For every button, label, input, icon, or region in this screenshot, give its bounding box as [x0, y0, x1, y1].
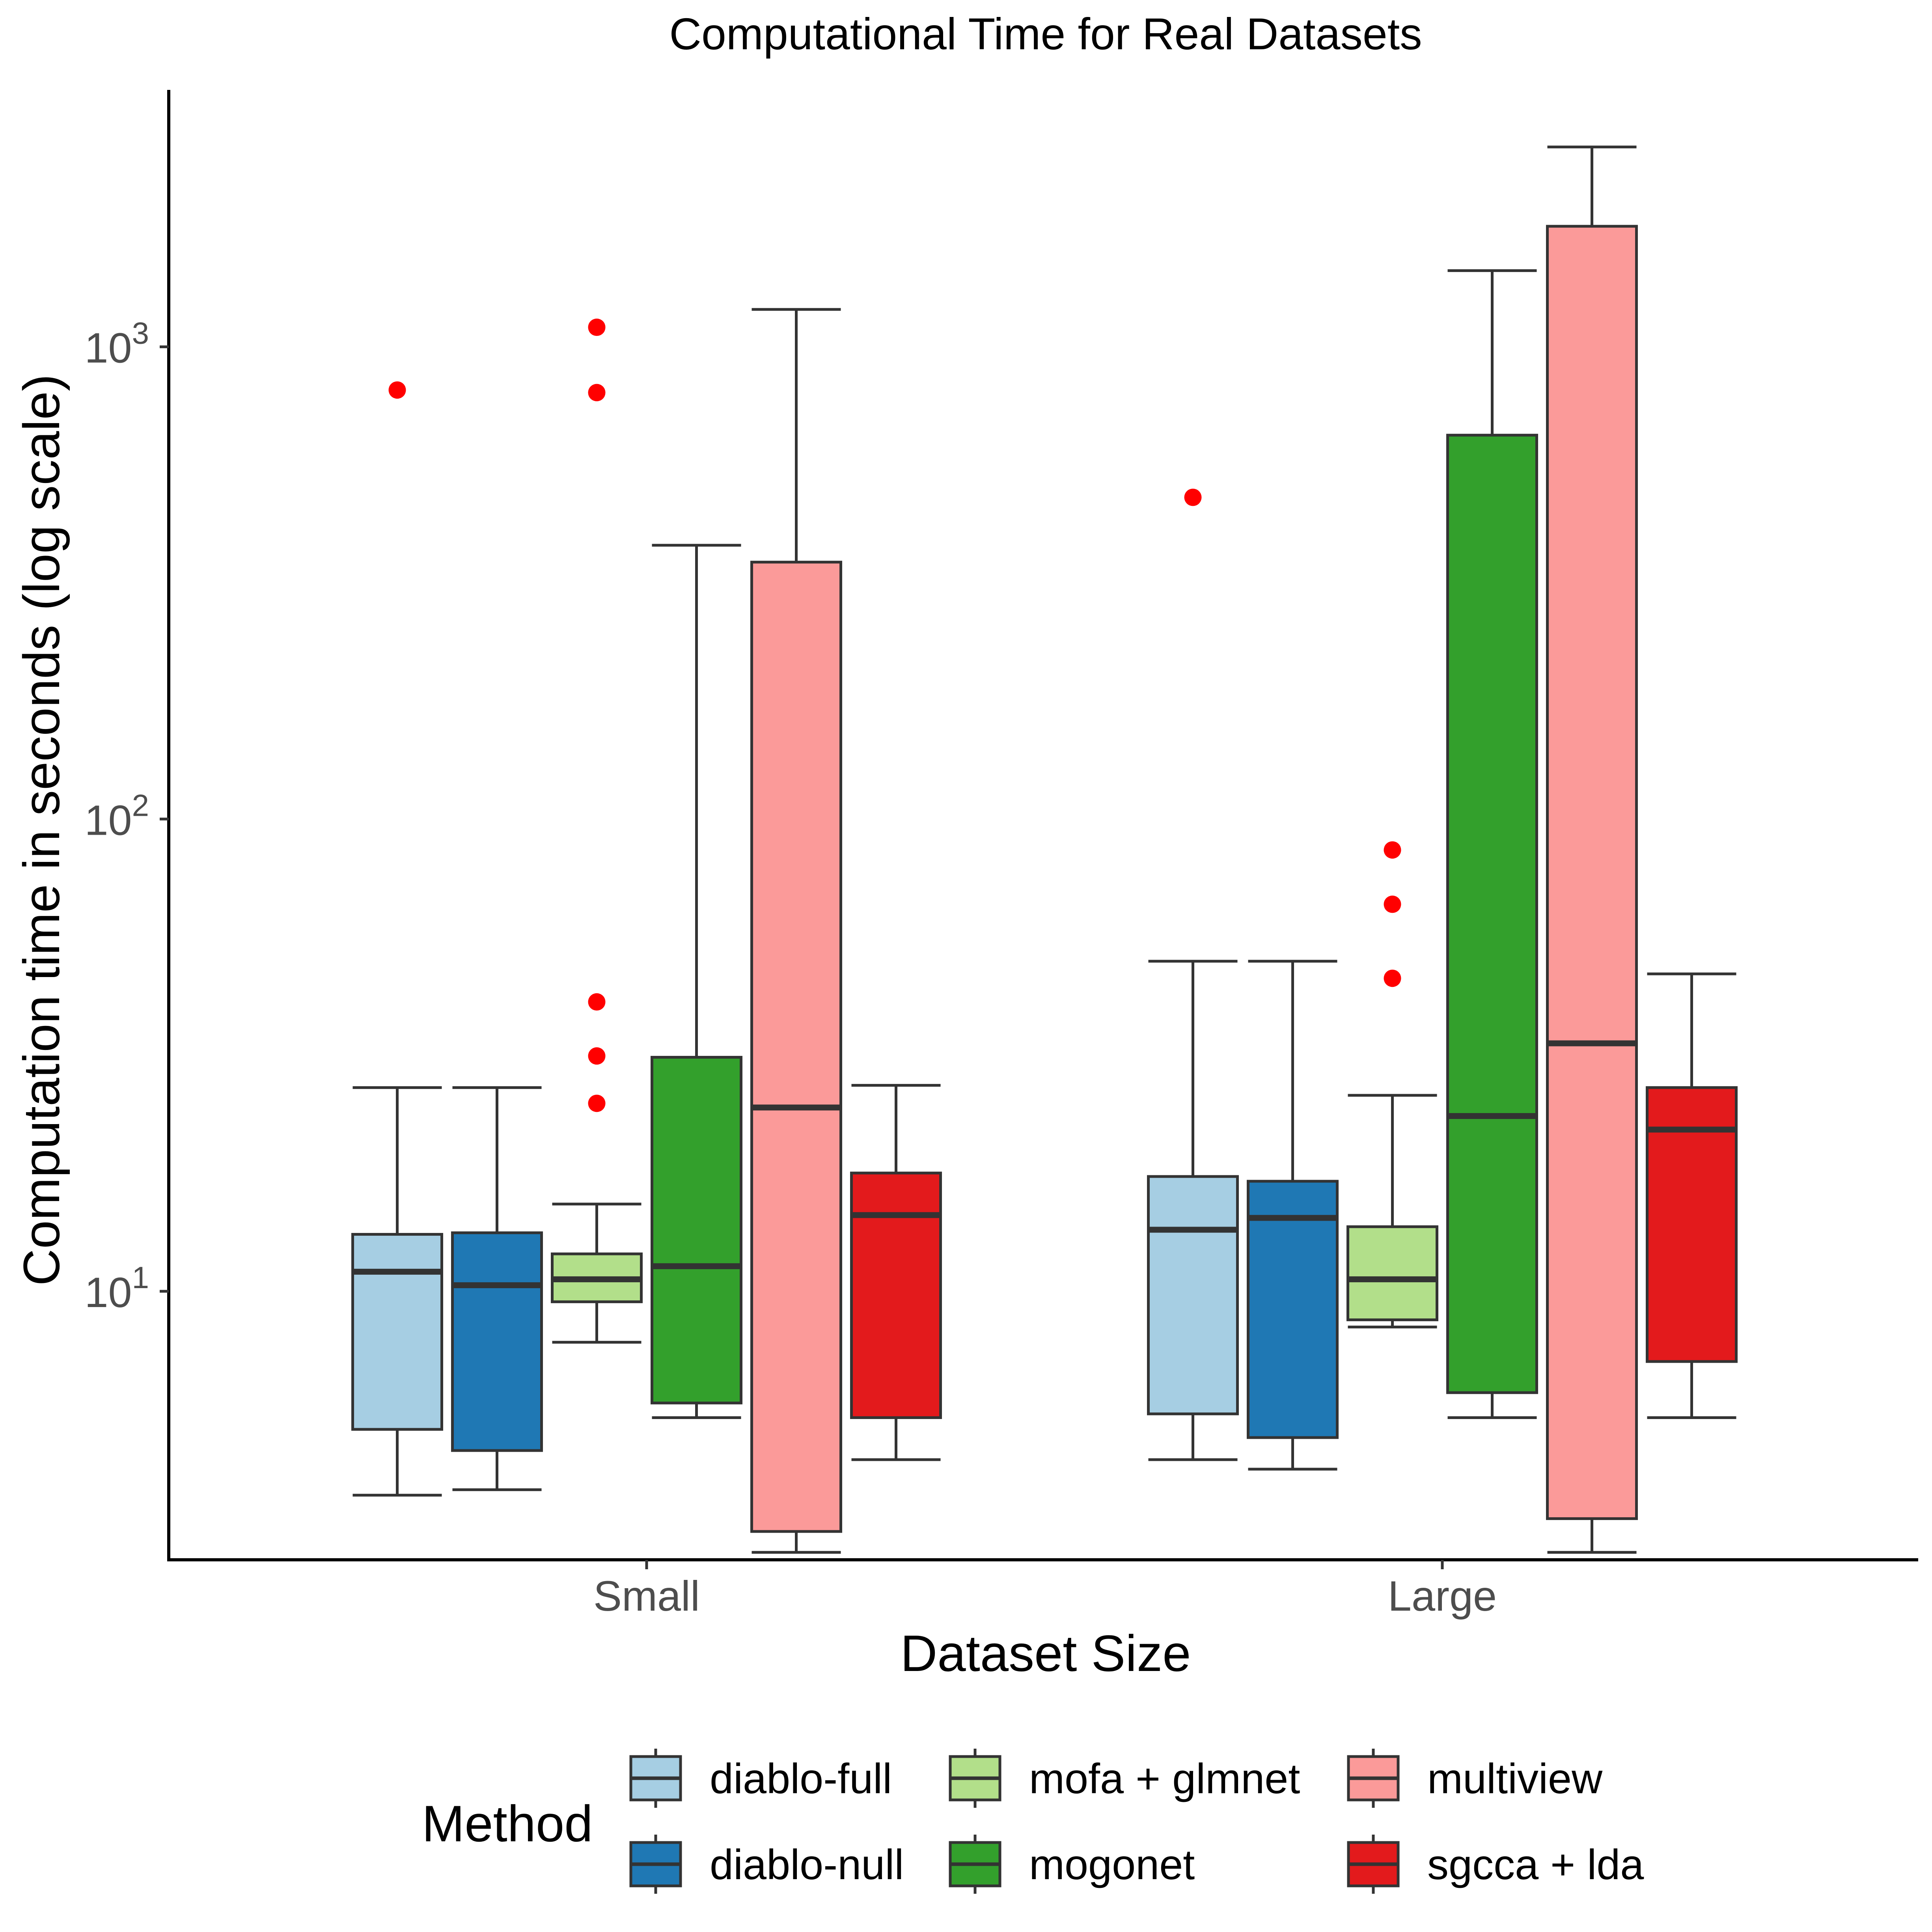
- box-iqr: [1147, 1175, 1239, 1415]
- box-multiview-large: [1546, 145, 1638, 1554]
- legend-title: Method: [422, 1795, 593, 1852]
- y-tick-label-base: 10: [84, 1268, 132, 1316]
- y-tick-label: 103: [84, 316, 149, 372]
- legend-label: mofa + glmnet: [1029, 1755, 1300, 1802]
- box-diablo-full-large: [1147, 489, 1239, 1461]
- outlier-point: [1384, 970, 1401, 987]
- box-sgcca-lda-small: [850, 1084, 942, 1461]
- legend-label: sgcca + lda: [1427, 1841, 1644, 1888]
- legend-label: diablo-full: [710, 1755, 892, 1802]
- legend-label: mogonet: [1029, 1841, 1195, 1888]
- y-tick-label-exponent: 3: [132, 316, 149, 351]
- box-diablo-null-large: [1247, 960, 1339, 1471]
- legend-item-diablo-full: diablo-full: [629, 1749, 892, 1808]
- box-iqr: [850, 1171, 942, 1419]
- box-mogonet-small: [651, 544, 742, 1419]
- outlier-point: [588, 1047, 606, 1065]
- box-iqr: [651, 1056, 742, 1404]
- x-tick-label-small: Small: [593, 1572, 700, 1620]
- legend-item-sgcca-lda: sgcca + lda: [1347, 1835, 1644, 1894]
- box-diablo-full-small: [351, 381, 443, 1497]
- box-mogonet-large: [1446, 269, 1538, 1419]
- outlier-point: [588, 384, 606, 401]
- box-multiview-small: [750, 308, 842, 1554]
- y-tick-label: 102: [84, 788, 149, 844]
- box-iqr: [1346, 1225, 1438, 1321]
- box-iqr: [1546, 225, 1638, 1520]
- x-axis-ticks: Small Large: [593, 1560, 1497, 1620]
- box-iqr: [351, 1233, 443, 1431]
- outlier-point: [1384, 841, 1401, 859]
- outlier-point: [588, 319, 606, 336]
- legend: diablo-full diablo-null mofa + glmnet mogon…: [629, 1749, 1644, 1894]
- box-iqr: [1247, 1180, 1339, 1439]
- box-iqr: [750, 561, 842, 1533]
- legend-item-mofa-glmnet: mofa + glmnet: [949, 1749, 1300, 1808]
- x-tick-label-large: Large: [1388, 1572, 1497, 1620]
- y-tick-label-exponent: 2: [132, 788, 149, 822]
- box-iqr: [1646, 1086, 1738, 1363]
- box-iqr: [1446, 434, 1538, 1394]
- outlier-point: [1384, 895, 1401, 913]
- y-tick-label-base: 10: [84, 796, 132, 844]
- outlier-point: [388, 381, 406, 399]
- box-diablo-null-small: [451, 1086, 543, 1491]
- outlier-point: [1184, 489, 1202, 506]
- legend-item-diablo-null: diablo-null: [629, 1835, 904, 1894]
- y-tick-label: 101: [84, 1260, 149, 1316]
- legend-label: multiview: [1427, 1755, 1603, 1802]
- box-iqr: [451, 1231, 543, 1452]
- y-tick-label-base: 10: [84, 324, 132, 372]
- chart-title: Computational Time for Real Datasets: [669, 9, 1422, 59]
- box-mofa-glmnet-small: [551, 319, 643, 1344]
- outlier-point: [588, 993, 606, 1011]
- plot-area: [351, 145, 1738, 1554]
- box-sgcca-lda-large: [1646, 972, 1738, 1419]
- y-axis-title: Computation time in seconds (log scale): [13, 374, 70, 1286]
- legend-item-multiview: multiview: [1347, 1749, 1603, 1808]
- legend-item-mogonet: mogonet: [949, 1835, 1195, 1894]
- y-tick-label-exponent: 1: [132, 1260, 149, 1295]
- outlier-point: [588, 1095, 606, 1112]
- box-mofa-glmnet-large: [1346, 841, 1438, 1329]
- x-axis-title: Dataset Size: [900, 1624, 1191, 1682]
- legend-label: diablo-null: [710, 1841, 904, 1888]
